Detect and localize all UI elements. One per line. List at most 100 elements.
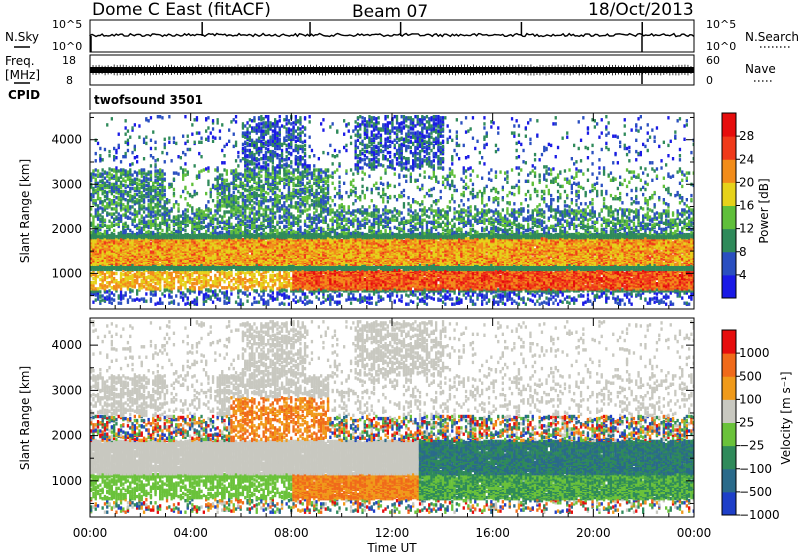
power-cell [177,207,179,210]
power-cell [154,179,156,182]
power-cell [203,233,205,236]
power-cell [235,231,237,234]
power-cell [221,196,223,199]
power-cell [157,169,159,172]
power-cell [108,167,110,170]
power-cell [102,172,104,175]
power-cell [168,137,170,140]
power-cell [191,183,193,186]
power-cell [164,172,166,175]
power-cell [141,279,143,282]
power-cell [141,175,143,178]
power-cell [177,275,179,278]
power-cell [226,169,228,172]
power-cell [253,176,255,179]
power-cell [253,141,255,144]
power-cell [256,228,258,231]
power-cell [125,152,127,155]
power-cell [104,230,106,233]
power-cell [230,230,232,233]
power-cell [244,146,246,149]
power-cell [129,163,131,166]
power-cell [148,206,150,209]
power-cell [145,179,147,182]
power-cell [99,147,101,150]
power-cell [212,136,214,139]
power-cell [150,223,152,226]
power-cell [265,169,267,172]
power-cell [258,293,260,296]
power-cell [256,239,258,242]
power-cell [235,179,237,182]
power-cell [111,199,113,202]
power-cell [136,171,138,174]
power-cell [260,115,262,118]
power-cell [136,155,138,158]
power-cell [207,139,209,142]
power-heatmap [90,115,695,306]
power-cell [187,191,189,194]
power-cell [184,248,186,251]
power-cell [263,145,265,148]
power-cell [246,121,248,124]
power-cell [95,173,97,176]
power-cell [92,220,94,223]
power-cell [122,213,124,216]
power-cell [258,237,260,240]
power-cell [233,198,235,201]
power-cell [134,170,136,173]
power-cell [256,157,258,160]
power-cell [134,123,136,126]
power-cell [214,204,216,207]
power-cell [182,296,184,299]
power-cell [106,191,108,194]
power-cell [258,245,260,248]
power-cell [205,117,207,120]
power-cell [115,215,117,218]
power-cell [244,218,246,221]
power-cell [148,170,150,173]
power-cell [256,225,258,228]
power-cell [115,272,117,275]
power-cell [256,151,258,154]
cpid-value: twofsound 3501 [94,93,203,107]
power-cell [152,293,154,296]
power-cell [219,177,221,180]
power-cell [134,279,136,282]
power-cell [256,192,258,195]
power-cell [253,157,255,160]
power-cell [187,296,189,299]
power-cell [159,263,161,266]
power-cell [131,298,133,301]
power-cell [134,225,136,228]
power-cell [242,291,244,294]
power-cell [196,300,198,303]
power-cell [205,233,207,236]
power-cell [253,289,255,292]
power-cell [152,280,154,283]
power-cell [131,219,133,222]
power-cell [115,253,117,256]
power-cell [111,225,113,228]
power-cell [223,233,225,236]
power-cell [256,142,258,145]
power-cell [131,231,133,234]
power-cell [191,218,193,221]
power-cell [212,290,214,293]
power-cell [189,273,191,276]
power-cell [182,276,184,279]
power-cell [111,286,113,289]
power-cell [263,133,265,136]
power-cell [104,177,106,180]
power-cell [168,233,170,236]
power-cell [260,180,262,183]
power-cell [200,137,202,140]
power-cell [168,183,170,186]
power-cell [182,190,184,193]
power-cell [230,194,232,197]
power-cell [249,160,251,163]
power-cell [115,279,117,282]
power-cell [138,124,140,127]
power-cell [223,295,225,298]
power-cell [256,197,258,200]
